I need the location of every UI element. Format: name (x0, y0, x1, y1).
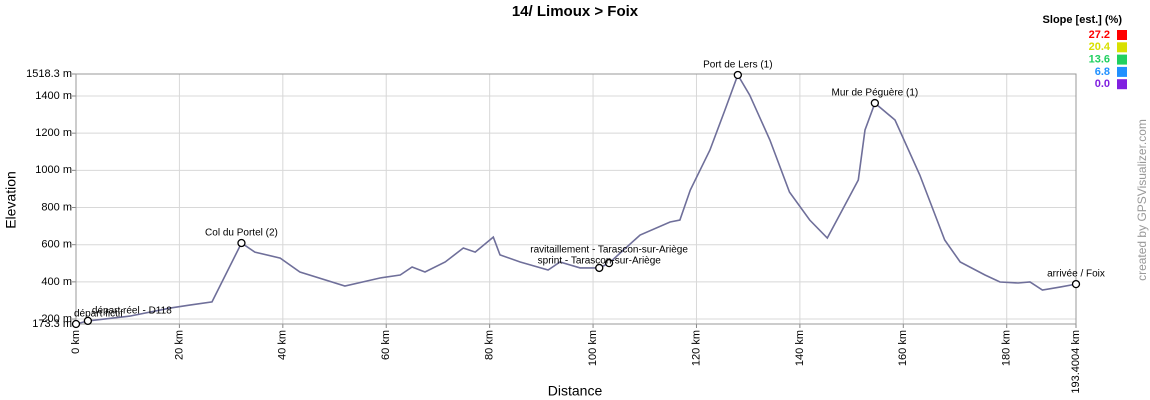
waypoint-label: ravitaillement - Tarascon-sur-Ariège (530, 245, 688, 256)
waypoint-label: Mur de Péguère (1) (832, 88, 919, 99)
x-tick-label: 100 km (587, 330, 599, 366)
legend-label: 13.6 (1089, 54, 1110, 66)
legend-label: 6.8 (1095, 66, 1110, 78)
plot-frame (75, 73, 1077, 325)
y-tick-label: 400 m (41, 276, 72, 288)
x-axis-title: Distance (548, 383, 603, 399)
x-tick-label: 60 km (380, 330, 392, 360)
legend-label: 27.2 (1089, 29, 1110, 41)
x-tick-label: 40 km (277, 330, 289, 360)
y-tick-label: 200 m (41, 313, 72, 325)
y-tick-label: 173.3 m (32, 318, 72, 330)
waypoint (733, 70, 742, 80)
legend-label: 0.0 (1095, 78, 1110, 90)
legend-title: Slope [est.] (%) (1043, 14, 1123, 26)
y-tick-label: 600 m (41, 239, 72, 251)
x-tick-label: 120 km (690, 330, 702, 366)
waypoint-label: départ réel - D118 (92, 306, 172, 317)
waypoint (870, 98, 880, 108)
waypoint-label: arrivée / Foix (1047, 269, 1105, 280)
legend-swatch (1117, 54, 1127, 65)
legend-swatch (1117, 42, 1127, 53)
legend-swatch (1117, 66, 1127, 77)
waypoint (83, 316, 93, 326)
x-tick-label: 193.4004 km (1070, 330, 1082, 394)
waypoint (595, 263, 604, 273)
credit: created by GPSVisualizer.com (1135, 119, 1149, 281)
legend-swatch (1117, 30, 1127, 40)
elevation-line (75, 73, 1077, 325)
plot-area (75, 73, 1077, 325)
y-tick-label: 1000 m (35, 164, 72, 176)
waypoint (1071, 279, 1081, 289)
y-tick-label: 1518.3 m (26, 68, 72, 80)
x-tick-label: 80 km (484, 330, 496, 360)
legend-swatch (1117, 79, 1127, 90)
x-tick-label: 0 km (70, 330, 82, 354)
x-tick-label: 140 km (794, 330, 806, 366)
y-tick-label: 1200 m (35, 127, 72, 139)
y-tick-label: 800 m (41, 201, 72, 213)
y-axis-title: Elevation (3, 171, 19, 229)
x-tick-label: 160 km (897, 330, 909, 366)
waypoint (237, 238, 246, 248)
legend-label: 20.4 (1089, 41, 1111, 53)
waypoint-label: Port de Lers (1) (703, 60, 772, 71)
waypoint-label: Col du Portel (2) (205, 228, 278, 239)
y-tick-label: 1400 m (35, 90, 72, 102)
x-tick-label: 20 km (173, 330, 185, 360)
waypoint-label: sprint - Tarascon-sur-Ariège (538, 256, 662, 267)
waypoint (71, 319, 81, 329)
x-tick-label: 180 km (1001, 330, 1013, 366)
chart-title: 14/ Limoux > Foix (512, 3, 639, 20)
waypoint (604, 258, 614, 268)
waypoint-label: départ fictif (74, 309, 123, 320)
